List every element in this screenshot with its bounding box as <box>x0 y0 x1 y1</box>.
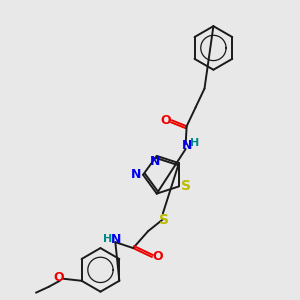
Text: H: H <box>103 234 112 244</box>
Text: O: O <box>53 271 64 284</box>
Text: S: S <box>159 213 169 227</box>
Text: S: S <box>181 179 191 194</box>
Text: N: N <box>111 233 122 246</box>
Text: N: N <box>150 155 160 168</box>
Text: O: O <box>153 250 163 263</box>
Text: H: H <box>190 138 199 148</box>
Text: N: N <box>182 139 192 152</box>
Text: O: O <box>160 114 171 127</box>
Text: N: N <box>131 168 141 181</box>
